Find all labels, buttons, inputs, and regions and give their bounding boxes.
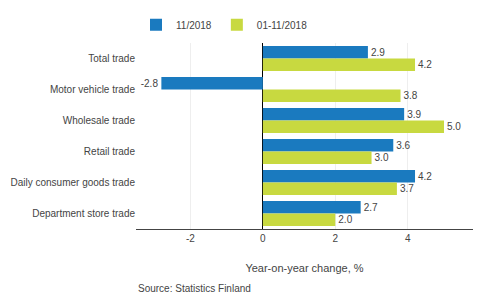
svg-text:Motor vehicle trade: Motor vehicle trade bbox=[50, 84, 135, 95]
svg-text:4.2: 4.2 bbox=[418, 59, 432, 70]
svg-text:2.9: 2.9 bbox=[371, 47, 385, 58]
svg-text:11/2018: 11/2018 bbox=[176, 20, 212, 31]
svg-text:Source: Statistics Finland: Source: Statistics Finland bbox=[138, 283, 251, 294]
svg-text:2.0: 2.0 bbox=[338, 214, 352, 225]
svg-text:3.7: 3.7 bbox=[400, 183, 414, 194]
svg-text:3.6: 3.6 bbox=[396, 140, 410, 151]
svg-text:0: 0 bbox=[260, 233, 266, 244]
svg-text:Daily consumer goods trade: Daily consumer goods trade bbox=[10, 177, 135, 188]
svg-text:Year-on-year change, %: Year-on-year change, % bbox=[245, 262, 363, 274]
svg-text:4.2: 4.2 bbox=[418, 171, 432, 182]
svg-text:4: 4 bbox=[405, 233, 411, 244]
svg-text:Wholesale trade: Wholesale trade bbox=[63, 115, 136, 126]
svg-text:5.0: 5.0 bbox=[447, 121, 461, 132]
svg-text:3.0: 3.0 bbox=[375, 152, 389, 163]
svg-text:3.8: 3.8 bbox=[404, 90, 418, 101]
svg-text:3.9: 3.9 bbox=[407, 109, 421, 120]
svg-text:2: 2 bbox=[333, 233, 339, 244]
svg-text:01-11/2018: 01-11/2018 bbox=[257, 20, 307, 31]
svg-text:2.7: 2.7 bbox=[364, 202, 378, 213]
svg-text:Retail trade: Retail trade bbox=[84, 146, 136, 157]
svg-text:-2: -2 bbox=[186, 233, 195, 244]
svg-text:Department store trade: Department store trade bbox=[32, 208, 135, 219]
svg-text:Total trade: Total trade bbox=[88, 53, 135, 64]
svg-text:-2.8: -2.8 bbox=[141, 78, 159, 89]
